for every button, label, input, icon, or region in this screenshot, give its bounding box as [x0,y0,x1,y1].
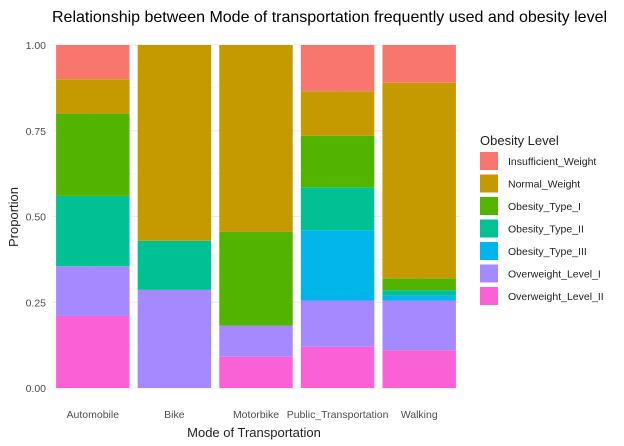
bar-segment [300,91,375,136]
x-tick-label: Automobile [67,409,120,421]
x-tick-label: Bike [164,409,185,421]
bar-segment [219,325,293,357]
y-tick-label: 1.00 [26,40,47,52]
y-axis-title: Proportion [6,187,21,247]
x-tick-label: Public_Transportation [287,409,389,421]
bar-segment [300,346,375,388]
legend-title: Obesity Level [480,133,559,148]
x-axis-title: Mode of Transportation [187,425,321,440]
legend-key [480,152,498,170]
bar-segment [300,45,375,92]
bar-segment [382,290,456,296]
bar-segment [219,45,293,232]
legend-label: Overweight_Level_I [508,269,601,281]
legend-label: Insufficient_Weight [508,156,596,168]
legend-label: Overweight_Level_II [508,291,604,303]
y-tick-label: 0.50 [26,212,47,224]
bar-segment [137,45,212,241]
bar-segment [382,295,456,301]
bar-segment [300,187,375,231]
bar-segment [56,79,130,114]
bar-segment [382,300,456,351]
bar-segment [300,135,375,188]
bar-segment [382,350,456,388]
bar-segment [300,230,375,301]
bar-segment [56,195,130,267]
bar-segment [382,278,456,291]
y-axis-ticks: 0.00 0.25 0.50 0.75 1.00 [26,40,47,395]
bar-segment [382,45,456,83]
bar-segment [382,82,456,279]
bar-segment [219,231,293,326]
x-tick-label: Motorbike [233,409,279,421]
bar-segment [219,356,293,388]
y-tick-label: 0.25 [26,297,47,309]
legend-key [480,264,498,283]
bar-segment [56,45,130,80]
y-tick-label: 0.75 [26,126,47,138]
x-tick-label: Walking [401,409,438,421]
legend: Obesity Level Insufficient_Weight Normal_… [480,133,604,305]
bars [56,45,456,388]
legend-key [480,287,498,305]
legend-label: Obesity_Type_I [508,201,581,213]
bar-segment [300,300,375,347]
legend-key [480,174,498,193]
legend-key [480,242,498,260]
chart-title: Relationship between Mode of transportat… [52,9,607,26]
bar-segment [137,289,212,388]
y-tick-label: 0.00 [26,383,47,395]
legend-key [480,197,498,215]
legend-label: Obesity_Type_II [508,224,584,236]
legend-label: Obesity_Type_III [508,246,587,258]
legend-label: Normal_Weight [508,179,580,191]
bar-segment [137,240,212,290]
x-axis-ticks: Automobile Bike Motorbike Public_Transporta… [67,409,438,421]
bar-segment [56,315,130,388]
bar-segment [56,113,130,196]
legend-key [480,219,498,238]
bar-segment [56,266,130,316]
